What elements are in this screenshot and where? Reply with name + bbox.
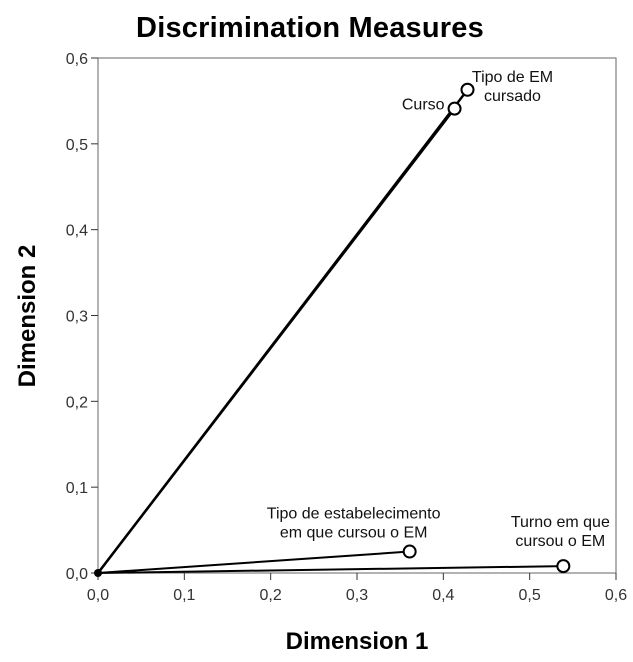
point-label: Tipo de EM [472,69,553,86]
y-tick-label: 0,4 [66,223,88,240]
x-tick-label: 0,5 [519,587,541,604]
y-tick-label: 0,2 [66,394,88,411]
vector-line [97,89,469,574]
vector-lines [97,89,564,574]
y-tick-label: 0,0 [66,566,88,583]
axes: 0,0 0,1 0,2 0,3 0,4 0,5 0,6 0,0 0,1 0,2 0,3 0,4 0,5 0… [66,51,627,604]
x-tick-label: 0,3 [346,587,368,604]
y-tick-label: 0,6 [66,51,88,68]
chart-title: Discrimination Measures [136,12,484,44]
point-label: Curso [402,97,445,114]
x-axis-label: Dimension 1 [285,628,429,655]
vector-line [97,550,410,574]
data-point [460,82,475,97]
point-label: Tipo de estabelecimento [267,506,441,523]
plot-frame [97,57,617,574]
y-tick-label: 0,5 [66,137,88,154]
data-point [447,101,462,116]
x-tick-label: 0,4 [432,587,454,604]
data-points [94,82,571,577]
point-label: Turno em que [511,514,610,531]
y-tick-label: 0,1 [66,480,88,497]
vector-line [97,565,564,574]
x-tick-label: 0,1 [173,587,195,604]
origin-point [94,569,102,577]
point-label: em que cursou o EM [280,525,428,542]
point-labels: Curso Tipo de EM cursado Tipo de estabeleci… [267,69,610,550]
data-point [402,544,417,559]
point-label: cursado [484,88,541,105]
x-tick-label: 0,6 [605,587,627,604]
x-tick-label: 0,2 [260,587,282,604]
y-tick-label: 0,3 [66,309,88,326]
x-tick-label: 0,0 [87,587,109,604]
point-label: cursou o EM [515,533,605,550]
data-point [556,559,571,574]
